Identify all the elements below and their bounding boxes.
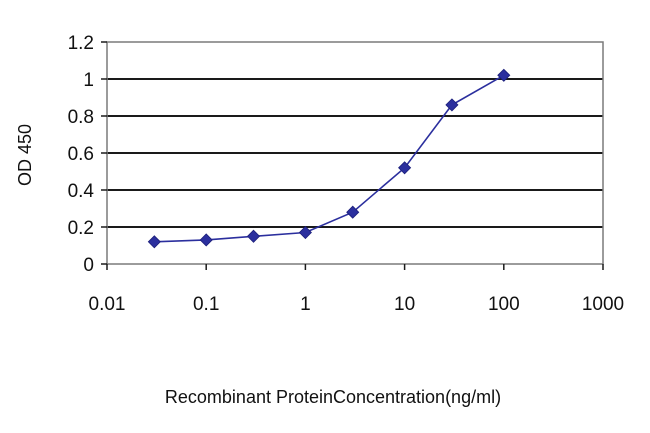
data-point	[246, 229, 261, 243]
x-tick-label: 10	[394, 294, 415, 315]
y-tick-label: 0.4	[68, 181, 95, 202]
series-line	[154, 74, 505, 243]
y-tick-label: 0	[83, 255, 94, 276]
x-tick-label: 100	[488, 294, 520, 315]
series	[147, 68, 511, 249]
axis-ticks	[101, 41, 604, 270]
y-tick-label: 0.2	[68, 218, 94, 239]
y-tick-label: 0.6	[68, 144, 94, 165]
x-tick-labels: 0.01 0.1 1 10 100 1000	[89, 294, 625, 315]
data-point	[298, 225, 312, 240]
data-point	[346, 205, 360, 219]
y-tick-labels: 0 0.2 0.4 0.6 0.8 1 1.2	[68, 33, 95, 276]
x-tick-label: 0.01	[89, 294, 126, 315]
data-point	[147, 235, 161, 249]
data-point	[497, 68, 511, 82]
y-tick-label: 1.2	[68, 33, 94, 54]
y-tick-label: 0.8	[68, 107, 94, 128]
x-tick-label: 0.1	[193, 294, 219, 315]
x-axis-label: Recombinant ProteinConcentration(ng/ml)	[165, 387, 501, 407]
data-point	[199, 233, 213, 247]
gridlines	[107, 78, 603, 228]
x-tick-label: 1000	[582, 294, 624, 315]
data-point	[398, 161, 412, 175]
y-axis-label: OD 450	[15, 124, 35, 186]
y-tick-label: 1	[83, 70, 94, 91]
x-tick-label: 1	[300, 294, 311, 315]
data-point	[445, 98, 459, 112]
